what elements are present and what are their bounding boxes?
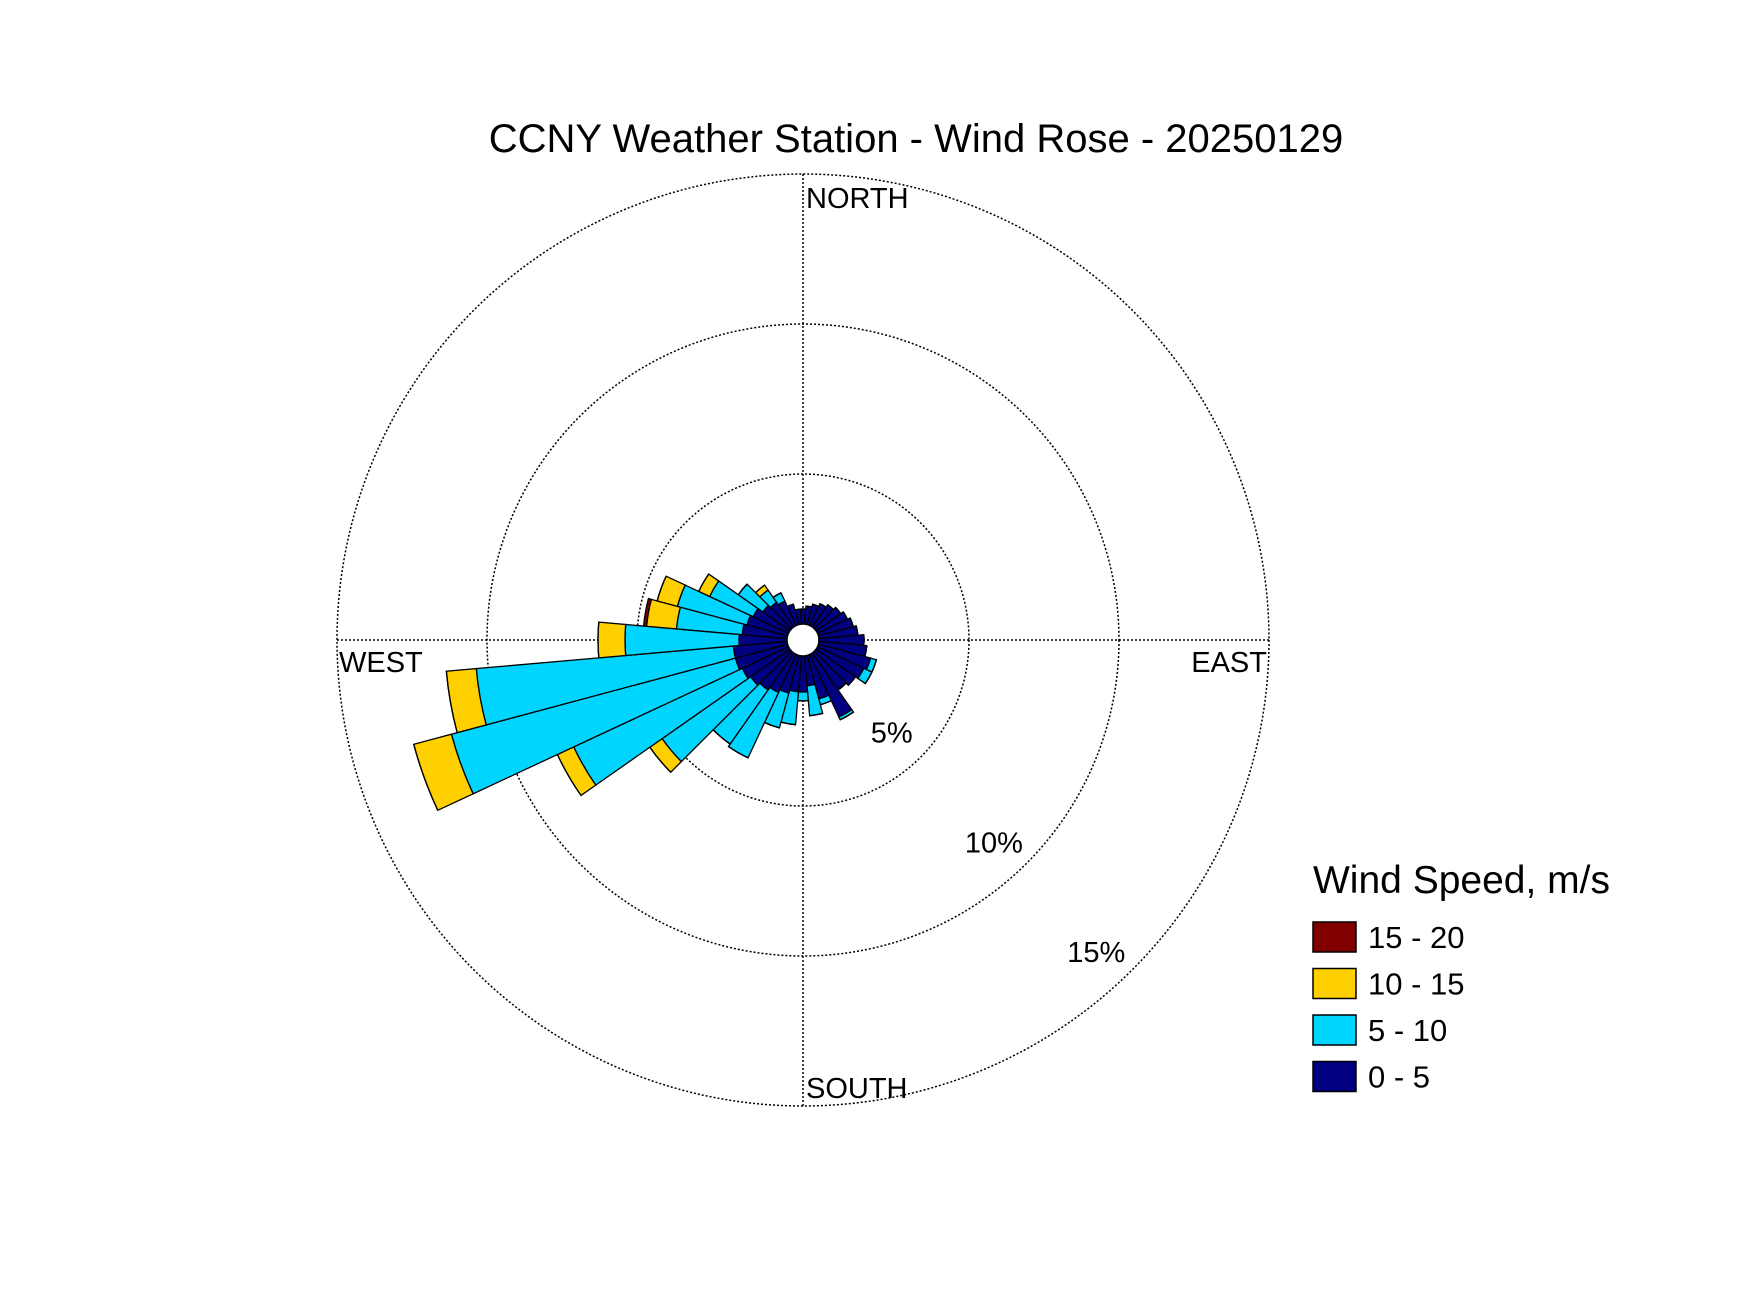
r-tick-label: 10%: [965, 827, 1023, 859]
wedge: [698, 573, 710, 592]
legend-title: Wind Speed, m/s: [1313, 859, 1610, 902]
wedge: [737, 583, 748, 596]
wedge: [755, 584, 765, 594]
chart-title: CCNY Weather Station - Wind Rose - 20250…: [489, 117, 1344, 161]
legend-swatch: [1312, 1014, 1357, 1046]
center-hole: [786, 623, 820, 657]
r-tick-label: 5%: [871, 718, 913, 750]
wedge: [597, 621, 627, 659]
direction-label: SOUTH: [806, 1073, 908, 1105]
wedge: [794, 608, 801, 611]
wedge: [864, 671, 873, 684]
direction-label: NORTH: [806, 183, 909, 215]
r-tick-label: 15%: [1067, 937, 1125, 969]
legend-label: 0 - 5: [1368, 1060, 1430, 1095]
wedge: [728, 745, 749, 759]
wedge: [796, 691, 810, 702]
legend-label: 10 - 15: [1368, 967, 1465, 1002]
direction-label: EAST: [1191, 647, 1267, 679]
legend-label: 5 - 10: [1368, 1013, 1447, 1048]
legend-swatch: [1312, 967, 1357, 1000]
wedge: [847, 676, 856, 686]
legend-swatch: [1312, 1060, 1357, 1093]
wedge: [656, 575, 667, 602]
wedge: [642, 597, 653, 628]
legend-swatch: [1312, 921, 1357, 953]
legend-label: 15 - 20: [1368, 920, 1465, 955]
wedge: [809, 712, 823, 717]
direction-label: WEST: [339, 647, 423, 679]
wedge: [445, 671, 458, 733]
